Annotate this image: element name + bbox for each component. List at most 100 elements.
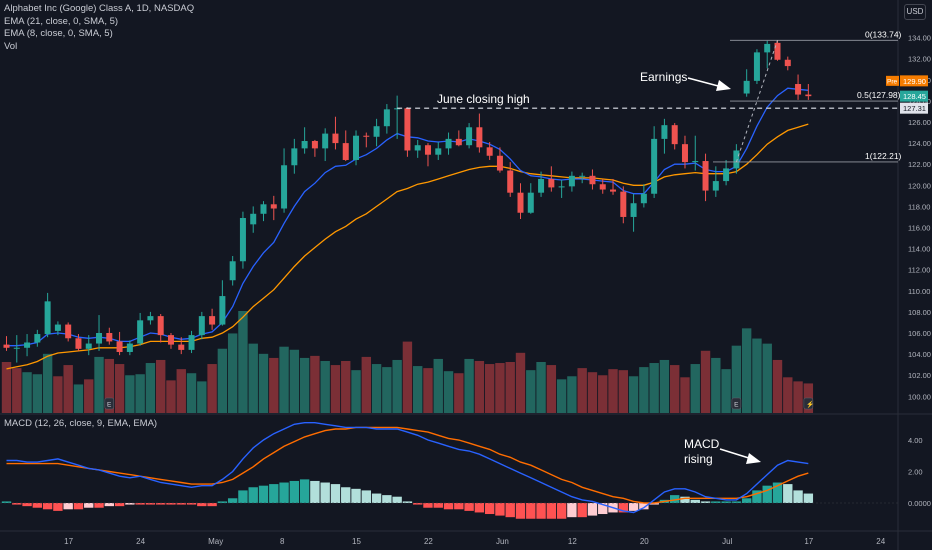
price-tick-label: 120.00 (908, 181, 931, 190)
macd-histogram-bar (1, 501, 12, 503)
time-tick-label: Jun (496, 537, 509, 546)
pre-badge-label: Pre (887, 78, 898, 85)
macd-histogram-bar (361, 490, 371, 503)
candle (651, 126, 658, 198)
macd-tick-label: 0.0000 (908, 499, 931, 508)
macd-histogram-bar (32, 503, 43, 508)
fib-level-label: 1(122.21) (865, 151, 902, 161)
candle (13, 335, 20, 363)
volume-bar (495, 363, 505, 413)
macd-histogram-bar (176, 503, 186, 505)
candle-body (620, 191, 627, 217)
macd-histogram-bar (22, 503, 32, 507)
macd-histogram-bar (299, 479, 310, 503)
macd-tick-label: 4.00 (908, 436, 923, 445)
candle-body (106, 333, 113, 342)
candle-body (363, 135, 370, 137)
volume-bar (484, 364, 495, 413)
candle (311, 139, 318, 157)
volume-bar (413, 366, 423, 413)
volume-bar (269, 357, 279, 413)
volume-bar (433, 358, 443, 413)
macd-histogram-bar (84, 503, 94, 508)
time-tick-label: 24 (876, 537, 885, 546)
time-tick-label: 12 (568, 537, 577, 546)
volume-bar (598, 375, 608, 413)
candle-body (784, 59, 791, 67)
candle (198, 311, 205, 340)
volume-legend[interactable]: Vol (4, 40, 18, 52)
macd-histogram-bar (649, 503, 659, 505)
volume-bar (84, 379, 94, 413)
symbol-title[interactable]: Alphabet Inc (Google) Class A, 1D, NASDA… (4, 3, 195, 14)
candle (85, 335, 92, 356)
candle-body (548, 178, 555, 188)
candle (250, 206, 257, 233)
candle (661, 118, 668, 154)
candle (24, 334, 31, 357)
candle-body (34, 334, 41, 343)
candle (137, 312, 144, 346)
candle-body (3, 344, 10, 348)
macd-histogram-bar (392, 496, 402, 503)
candle (404, 107, 411, 157)
candle-body (404, 108, 411, 151)
volume-bar (690, 364, 700, 413)
candle-body (373, 126, 380, 137)
candle-body (250, 213, 257, 225)
candle-body (311, 140, 318, 149)
volume-bar (94, 356, 104, 413)
candle-body (229, 261, 236, 281)
ema8-legend[interactable]: EMA (8, close, 0, SMA, 5) (4, 28, 113, 40)
candle-body (527, 192, 534, 213)
last-price-tag-bg (900, 90, 928, 102)
macd-legend[interactable]: MACD (12, 26, close, 9, EMA, EMA) (4, 418, 158, 429)
candle (414, 139, 421, 158)
candle-body (291, 148, 298, 166)
time-tick-label: 17 (64, 537, 73, 546)
candle (517, 183, 524, 220)
candle-body (219, 296, 226, 325)
macd-rising-label: MACD (684, 437, 720, 451)
volume-bar (454, 373, 464, 413)
volume-bar (320, 360, 330, 413)
chart-legend: Alphabet Inc (Google) Class A, 1D, NASDA… (4, 3, 194, 53)
volume-bar (135, 374, 145, 413)
macd-histogram-bar (248, 487, 258, 503)
candle (795, 74, 802, 100)
volume-bar (156, 359, 166, 413)
ema21-legend[interactable]: EMA (21, close, 0, SMA, 5) (4, 15, 119, 27)
macd-histogram-bar (114, 503, 125, 507)
candle (260, 201, 267, 222)
macd-histogram-bar (135, 503, 145, 505)
time-tick-label: 17 (804, 537, 813, 546)
currency-button[interactable]: USD (904, 4, 926, 20)
macd-histogram-bar (454, 503, 464, 510)
candle (476, 113, 483, 153)
macd-histogram-bar (515, 503, 526, 519)
macd-histogram-bar (330, 484, 341, 503)
candle-body (538, 178, 545, 193)
volume-bar (628, 376, 639, 413)
candle-body (209, 316, 216, 325)
macd-histogram-bar (680, 496, 690, 503)
candle-body (795, 84, 802, 95)
volume-bar (186, 373, 197, 413)
pre-market-price-tag: 129.90 (903, 77, 926, 86)
candle-body (651, 138, 658, 194)
candle (322, 128, 329, 162)
candle-body (147, 316, 154, 321)
price-tick-label: 102.00 (908, 371, 931, 380)
volume-bar (700, 350, 711, 413)
candle (75, 334, 82, 351)
volume-bar (176, 369, 186, 413)
candle-body (517, 192, 524, 213)
price-tick-label: 118.00 (908, 202, 930, 211)
candle-body (466, 127, 473, 146)
candle (209, 308, 216, 330)
volume-bar (42, 353, 53, 413)
candle (507, 162, 514, 197)
pre-badge (886, 75, 899, 86)
candle-body (44, 301, 51, 335)
